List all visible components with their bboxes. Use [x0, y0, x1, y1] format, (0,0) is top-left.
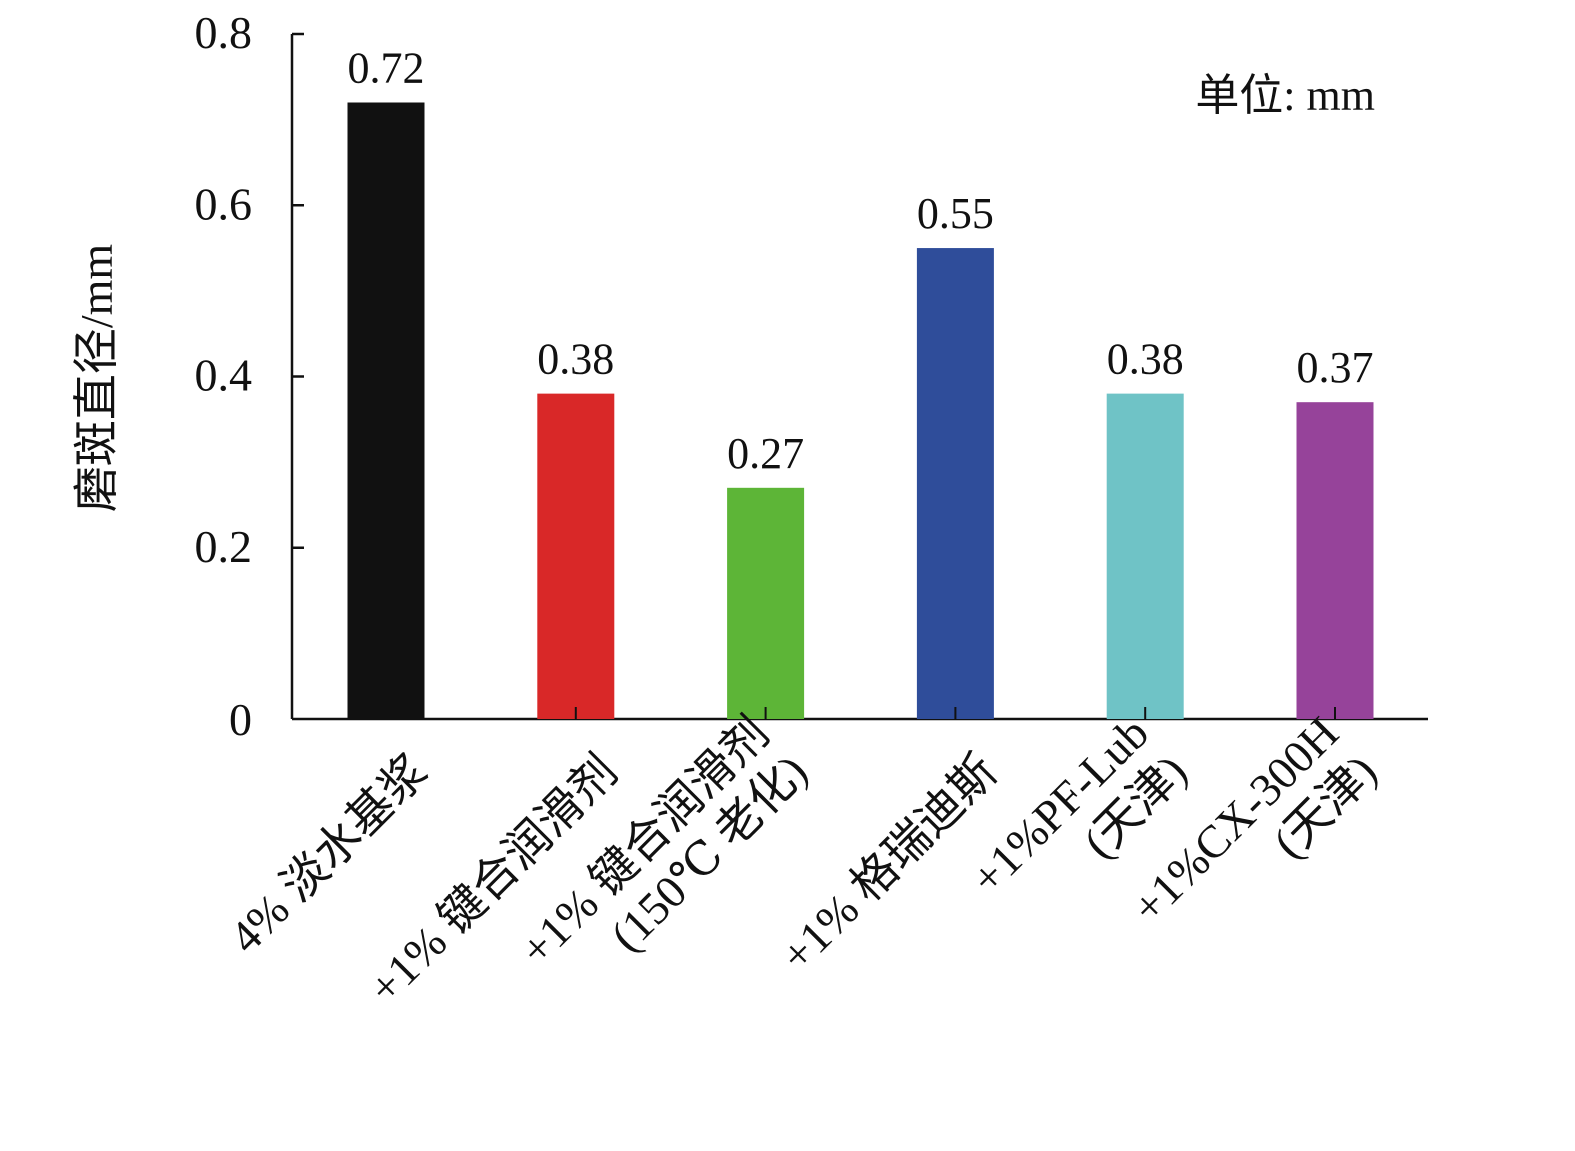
x-category-label: +1% 键合润滑剂(150℃ 老化): [510, 707, 817, 976]
bar: [1296, 402, 1374, 719]
value-label: 0.38: [1107, 335, 1184, 384]
bar: [1106, 393, 1184, 719]
value-label: 0.38: [537, 335, 614, 384]
y-tick-label: 0.6: [195, 178, 253, 229]
bar: [916, 248, 994, 719]
y-tick-label: 0: [229, 694, 252, 745]
value-label: 0.27: [727, 429, 804, 478]
value-label: 0.55: [917, 189, 994, 238]
bar: [537, 393, 615, 719]
bar: [727, 487, 805, 719]
unit-note: 单位: mm: [1195, 71, 1375, 120]
bars: [347, 102, 1374, 719]
y-tick-label: 0.8: [195, 7, 253, 58]
value-label: 0.37: [1297, 343, 1374, 392]
bar: [347, 102, 425, 719]
y-tick-label: 0.2: [195, 521, 253, 572]
y-axis-title: 磨斑直径/mm: [71, 244, 122, 513]
axes: 0 0.2 0.4 0.6 0.8: [195, 7, 1428, 745]
value-label: 0.72: [348, 44, 425, 93]
y-tick-label: 0.4: [195, 350, 253, 401]
